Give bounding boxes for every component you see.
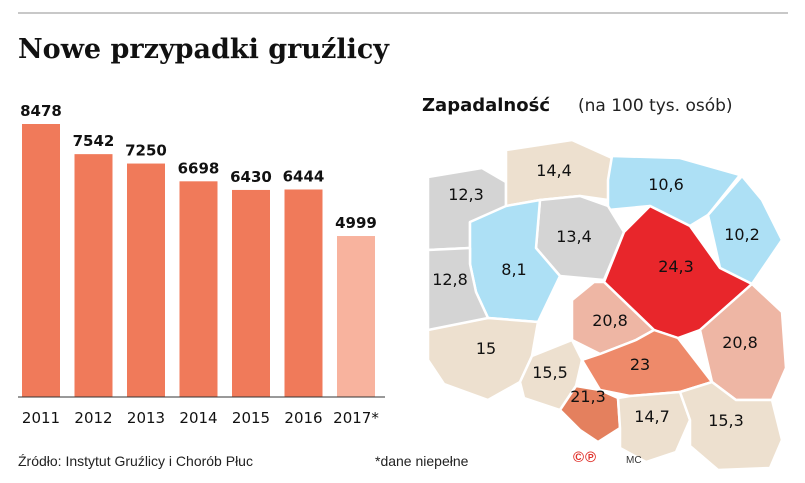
bar-value-label: 4999 xyxy=(335,214,377,232)
bar-value-label: 6698 xyxy=(178,159,220,177)
chart-title: Nowe przypadki gruźlicy xyxy=(18,34,389,65)
bar xyxy=(127,163,165,397)
map-region xyxy=(678,380,784,472)
region-value-label: 10,6 xyxy=(648,175,684,194)
region-value-label: 10,2 xyxy=(724,225,760,244)
region-value-label: 13,4 xyxy=(556,227,592,246)
region-value-label: 21,3 xyxy=(570,387,606,406)
x-tick-label: 2012 xyxy=(74,409,112,427)
map-title: Zapadalność xyxy=(422,95,550,116)
x-tick-label: 2016 xyxy=(284,409,322,427)
region-value-label: 15,5 xyxy=(532,363,568,382)
bar xyxy=(232,189,270,397)
bar-value-label: 6430 xyxy=(230,168,272,186)
region-value-label: 20,8 xyxy=(722,333,758,352)
bar xyxy=(284,189,323,397)
x-tick-label: 2017* xyxy=(333,409,379,427)
bar-value-label: 7250 xyxy=(125,142,167,160)
region-value-label: 15 xyxy=(476,339,496,358)
map-region xyxy=(616,390,692,464)
region-value-label: 20,8 xyxy=(592,311,628,330)
region-value-label: 14,7 xyxy=(634,407,670,426)
region-value-label: 23 xyxy=(630,355,650,374)
x-tick-label: 2011 xyxy=(22,409,60,427)
source-note: Źródło: Instytut Gruźlicy i Chorób Płuc xyxy=(18,453,253,469)
region-value-label: 8,1 xyxy=(501,260,526,279)
map-subtitle: (na 100 tys. osób) xyxy=(578,96,733,116)
region-value-label: 24,3 xyxy=(658,257,694,276)
bar xyxy=(74,154,113,397)
region-value-label: 12,8 xyxy=(432,270,468,289)
bar-value-label: 6444 xyxy=(283,167,325,185)
region-value-label: 15,3 xyxy=(708,411,744,430)
top-rule xyxy=(18,12,788,14)
x-tick-label: 2015 xyxy=(232,409,270,427)
bar xyxy=(179,181,218,397)
x-tick-label: 2013 xyxy=(127,409,165,427)
footnote: *dane niepełne xyxy=(375,453,469,469)
region-value-label: 12,3 xyxy=(448,185,484,204)
bar-value-label: 8478 xyxy=(20,102,62,120)
map-region xyxy=(558,384,622,444)
x-tick-label: 2014 xyxy=(179,409,217,427)
bar xyxy=(337,236,375,397)
bar-value-label: 7542 xyxy=(73,132,115,150)
copyright-mark: ©℗ xyxy=(573,449,598,466)
map-region xyxy=(580,328,714,398)
author-initials: MC xyxy=(626,455,642,466)
region-value-label: 14,4 xyxy=(536,161,572,180)
bar xyxy=(22,124,60,397)
